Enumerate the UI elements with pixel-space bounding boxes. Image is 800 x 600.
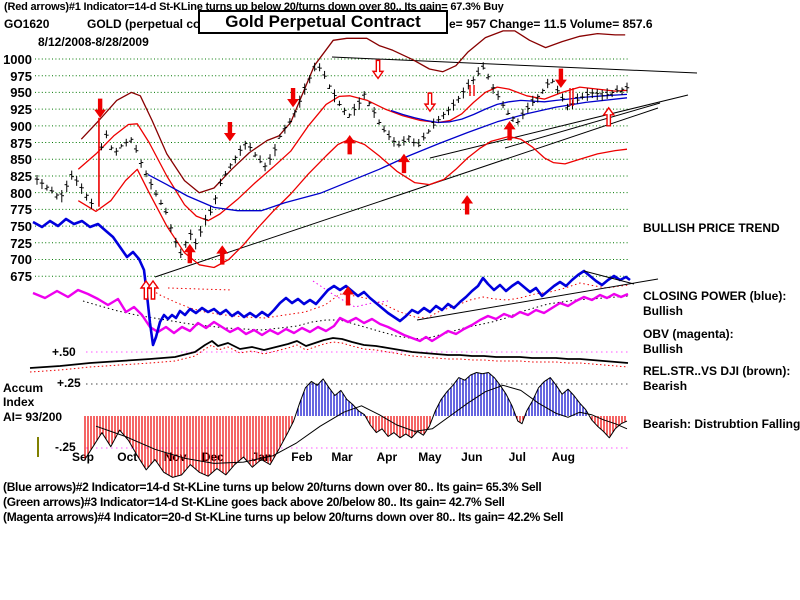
obv-label: OBV (magenta): bbox=[643, 327, 734, 341]
y-axis-label: 950 bbox=[10, 85, 32, 101]
instrument-name: GOLD (perpetual co bbox=[87, 17, 201, 31]
y-axis-label: 975 bbox=[10, 68, 32, 84]
signal-line-2: (Blue arrows)#2 Indicator=14-d St-KLine … bbox=[3, 480, 542, 494]
y-axis-label: 750 bbox=[10, 219, 32, 235]
month-label: Jul bbox=[508, 450, 526, 464]
y-axis-label: 1000 bbox=[3, 52, 32, 67]
closing-power-label: CLOSING POWER (blue): bbox=[643, 289, 787, 303]
rel-str-status: Bearish bbox=[643, 379, 688, 393]
obv-status: Bullish bbox=[643, 342, 684, 356]
ticker-symbol: GO1620 bbox=[4, 17, 50, 31]
price-trend-label: BULLISH PRICE TREND bbox=[643, 221, 780, 235]
date-range: 8/12/2008-8/28/2009 bbox=[38, 35, 149, 49]
y-axis-label: 800 bbox=[10, 185, 32, 201]
signal-line-3: (Green arrows)#3 Indicator=14-d St-KLine… bbox=[3, 495, 505, 509]
y-axis-label: 700 bbox=[10, 252, 32, 268]
accum-label-1: Accum bbox=[3, 381, 44, 395]
y-axis-label: 775 bbox=[10, 202, 32, 218]
y-axis-label: 925 bbox=[10, 102, 32, 118]
accum-label-2: Index bbox=[3, 395, 35, 409]
y-axis-label: 725 bbox=[10, 235, 32, 251]
y-axis-label: 900 bbox=[10, 118, 32, 134]
month-label: Oct bbox=[117, 450, 138, 464]
month-label: Feb bbox=[291, 450, 313, 464]
month-label: Aug bbox=[551, 450, 575, 464]
rel-str-label: REL.STR..VS DJI (brown): bbox=[643, 364, 791, 378]
month-label: Apr bbox=[376, 450, 398, 464]
y-axis-label: 825 bbox=[10, 168, 32, 184]
accum-value: AI= 93/200 bbox=[3, 410, 63, 424]
month-label: May bbox=[418, 450, 442, 464]
month-label: Dec bbox=[201, 450, 224, 464]
y-axis-label: 850 bbox=[10, 152, 32, 168]
chart-title: Gold Perpetual Contract bbox=[198, 10, 448, 34]
month-label: Mar bbox=[331, 450, 353, 464]
scale-plus25: +.25 bbox=[57, 376, 81, 390]
signal-line-4: (Magenta arrows)#4 Indicator=20-d St-KLi… bbox=[3, 510, 564, 524]
accum-note: Bearish: Distrubtion Falling. bbox=[643, 417, 800, 431]
scale-minus25: -.25 bbox=[55, 440, 76, 454]
quote-line: e= 957 Change= 11.5 Volume= 857.6 bbox=[449, 17, 653, 31]
closing-power-status: Bullish bbox=[643, 304, 684, 318]
y-axis-label: 675 bbox=[10, 269, 32, 285]
y-axis-label: 875 bbox=[10, 135, 32, 151]
scale-plus50: +.50 bbox=[52, 345, 76, 359]
month-label: Jun bbox=[461, 450, 483, 464]
